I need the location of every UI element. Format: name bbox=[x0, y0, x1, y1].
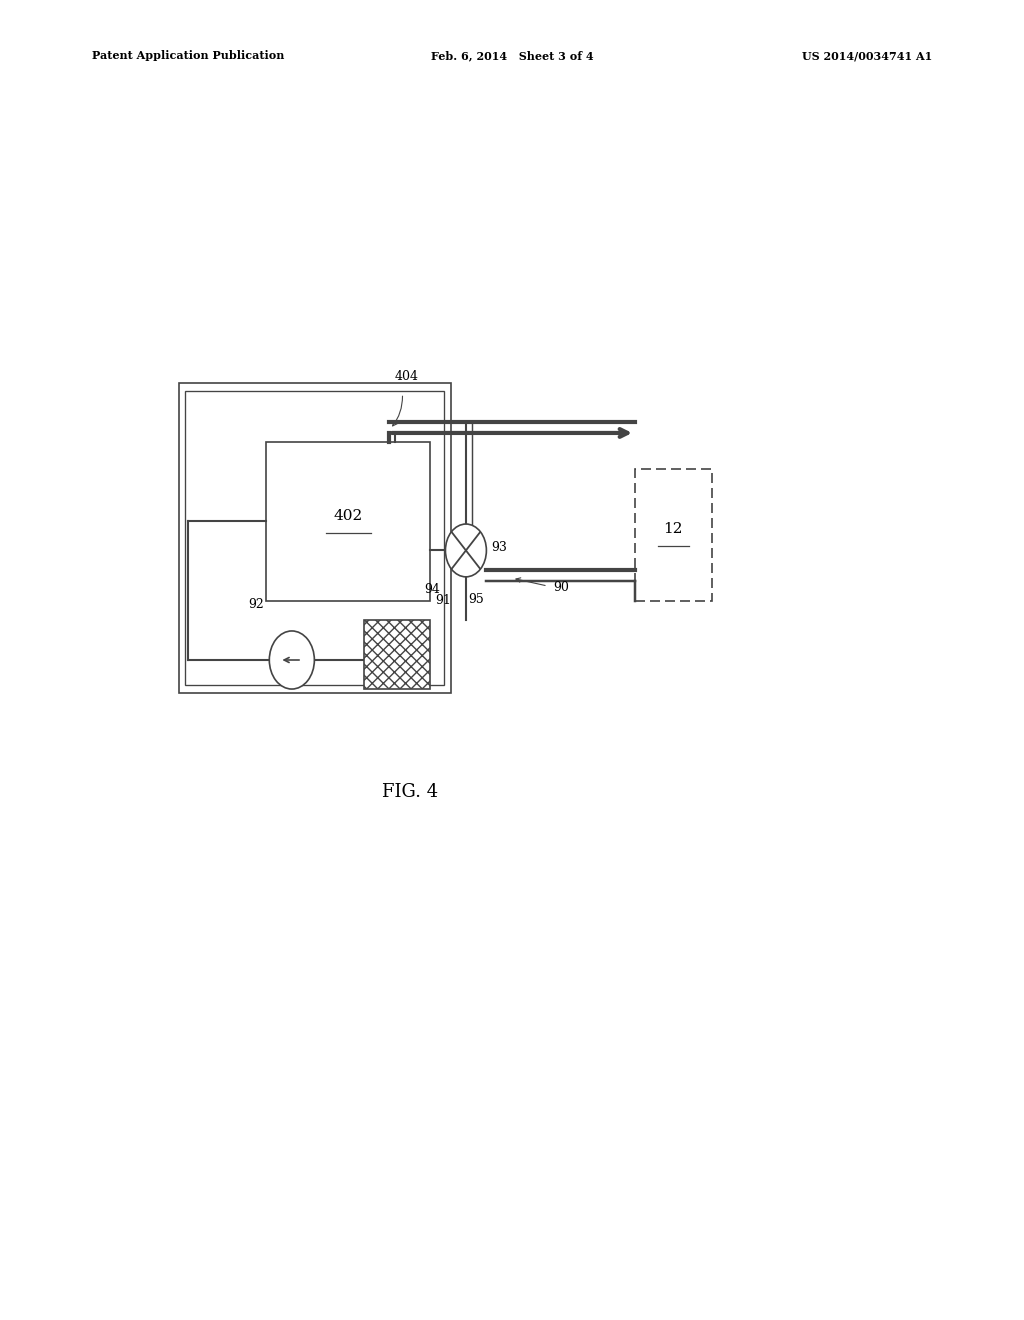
Text: 93: 93 bbox=[492, 541, 508, 554]
Text: 90: 90 bbox=[553, 581, 569, 594]
Circle shape bbox=[269, 631, 314, 689]
Text: FIG. 4: FIG. 4 bbox=[382, 783, 437, 801]
Text: 404: 404 bbox=[394, 370, 418, 383]
Text: 402: 402 bbox=[334, 510, 362, 523]
Text: 91: 91 bbox=[435, 594, 452, 607]
Bar bbox=[635, 469, 712, 601]
Text: Feb. 6, 2014   Sheet 3 of 4: Feb. 6, 2014 Sheet 3 of 4 bbox=[431, 50, 593, 61]
Circle shape bbox=[445, 524, 486, 577]
Bar bbox=[185, 391, 444, 685]
Text: 12: 12 bbox=[664, 523, 683, 536]
Bar bbox=[364, 620, 430, 689]
Text: US 2014/0034741 A1: US 2014/0034741 A1 bbox=[802, 50, 932, 61]
Text: 92: 92 bbox=[249, 598, 264, 611]
Text: Patent Application Publication: Patent Application Publication bbox=[92, 50, 285, 61]
Bar bbox=[266, 442, 430, 601]
Text: 94: 94 bbox=[424, 583, 440, 597]
Bar bbox=[179, 383, 451, 693]
Text: 95: 95 bbox=[468, 593, 483, 606]
